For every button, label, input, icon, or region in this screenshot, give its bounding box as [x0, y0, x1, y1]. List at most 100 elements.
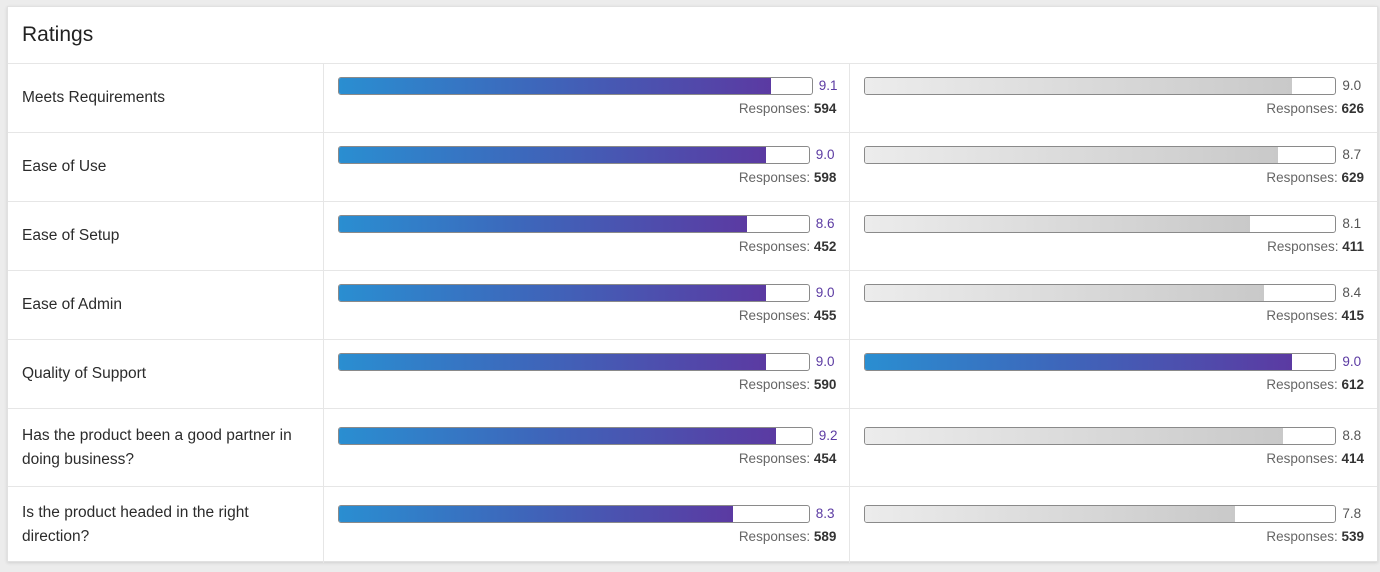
responses-count: Responses: 626 — [1266, 101, 1364, 117]
responses-value: 414 — [1341, 451, 1364, 466]
rating-score: 9.0 — [1342, 78, 1362, 93]
responses-count: Responses: 594 — [739, 101, 837, 117]
responses-label: Responses: — [1266, 451, 1342, 466]
rating-bar-fill — [865, 78, 1293, 94]
rating-row-ease-of-use: Ease of Use 9.0 Responses: 598 8.7 Respo… — [8, 133, 1377, 202]
rating-bar — [864, 284, 1337, 302]
responses-label: Responses: — [738, 170, 814, 185]
rating-bar-fill — [865, 354, 1293, 370]
responses-count: Responses: 452 — [739, 239, 837, 255]
responses-count: Responses: 629 — [1266, 170, 1364, 186]
responses-count: Responses: 414 — [1266, 451, 1364, 467]
rating-label: Ease of Admin — [8, 271, 324, 339]
rating-row-right-direction: Is the product headed in the right direc… — [8, 487, 1377, 563]
rating-label: Ease of Setup — [8, 202, 324, 270]
responses-value: 626 — [1341, 101, 1364, 116]
product-rating-cell: 8.6 Responses: 452 — [324, 202, 851, 270]
comparison-rating-cell: 7.8 Responses: 539 — [850, 487, 1377, 563]
comparison-rating-cell: 9.0 Responses: 626 — [850, 64, 1377, 132]
rating-score: 8.3 — [815, 506, 835, 521]
rating-bar-fill — [338, 147, 766, 163]
product-rating-cell: 9.2 Responses: 454 — [324, 409, 851, 486]
comparison-rating-cell: 8.1 Responses: 411 — [850, 202, 1377, 270]
rating-bar — [864, 353, 1337, 371]
responses-count: Responses: 454 — [739, 451, 837, 467]
responses-label: Responses: — [738, 451, 814, 466]
responses-value: 598 — [813, 170, 837, 185]
responses-label: Responses: — [1267, 239, 1343, 254]
product-rating-cell: 9.0 Responses: 590 — [324, 340, 851, 408]
responses-value: 454 — [813, 451, 837, 466]
responses-label: Responses: — [1266, 377, 1342, 392]
responses-label: Responses: — [1266, 170, 1342, 185]
responses-value: 411 — [1342, 239, 1364, 254]
responses-label: Responses: — [738, 377, 814, 392]
rating-row-ease-of-setup: Ease of Setup 8.6 Responses: 452 8.1 Res… — [8, 202, 1377, 271]
ratings-title: Ratings — [22, 23, 94, 46]
responses-label: Responses: — [1266, 529, 1342, 544]
rating-bar-fill — [338, 285, 766, 301]
rating-bar — [337, 77, 813, 95]
rating-label: Is the product headed in the right direc… — [8, 487, 324, 563]
rating-bar-fill — [865, 428, 1284, 444]
responses-value: 415 — [1341, 308, 1364, 323]
responses-value: 539 — [1341, 529, 1364, 544]
responses-count: Responses: 455 — [739, 308, 837, 324]
comparison-rating-cell: 8.7 Responses: 629 — [850, 133, 1377, 201]
responses-value: 629 — [1341, 170, 1364, 185]
responses-count: Responses: 612 — [1266, 377, 1364, 393]
responses-value: 452 — [813, 239, 837, 254]
rating-score: 9.0 — [815, 147, 835, 162]
rating-bar — [864, 505, 1337, 523]
rating-bar — [337, 146, 810, 164]
rating-bar — [864, 77, 1337, 95]
rating-score: 9.0 — [1342, 354, 1362, 369]
responses-label: Responses: — [1266, 308, 1342, 323]
rating-label: Has the product been a good partner in d… — [8, 409, 324, 486]
rating-bar — [337, 284, 810, 302]
rating-score: 8.4 — [1342, 285, 1362, 300]
product-rating-cell: 9.0 Responses: 598 — [324, 133, 851, 201]
rating-score: 9.0 — [815, 285, 835, 300]
responses-label: Responses: — [738, 308, 814, 323]
rating-bar — [864, 146, 1337, 164]
responses-label: Responses: — [1266, 101, 1342, 116]
responses-label: Responses: — [738, 101, 814, 116]
comparison-rating-cell: 9.0 Responses: 612 — [850, 340, 1377, 408]
rating-bar — [864, 427, 1337, 445]
rating-score: 8.8 — [1342, 428, 1362, 443]
rating-bar-fill — [338, 428, 776, 444]
rating-score: 8.1 — [1342, 216, 1362, 231]
responses-count: Responses: 415 — [1266, 308, 1364, 324]
rating-bar-fill — [865, 147, 1279, 163]
responses-value: 455 — [813, 308, 837, 323]
product-rating-cell: 9.1 Responses: 594 — [324, 64, 851, 132]
rating-bar — [337, 353, 810, 371]
rating-bar-fill — [338, 354, 766, 370]
responses-label: Responses: — [738, 529, 814, 544]
comparison-rating-cell: 8.8 Responses: 414 — [850, 409, 1377, 486]
rating-bar-fill — [865, 216, 1251, 232]
rating-label: Meets Requirements — [8, 64, 324, 132]
rating-bar-fill — [338, 78, 771, 94]
rating-bar — [337, 505, 810, 523]
rating-bar — [864, 215, 1337, 233]
rating-bar — [337, 215, 810, 233]
rating-label: Ease of Use — [8, 133, 324, 201]
responses-value: 590 — [813, 377, 837, 392]
responses-count: Responses: 598 — [739, 170, 837, 186]
rating-score: 9.1 — [818, 78, 838, 93]
responses-count: Responses: 589 — [739, 529, 837, 545]
responses-value: 612 — [1341, 377, 1364, 392]
rating-bar-fill — [338, 216, 747, 232]
ratings-header: Ratings — [8, 7, 1377, 64]
responses-count: Responses: 539 — [1266, 529, 1364, 545]
rating-score: 9.2 — [818, 428, 838, 443]
responses-label: Responses: — [738, 239, 814, 254]
responses-value: 589 — [813, 529, 837, 544]
ratings-card: Ratings Meets Requirements 9.1 Responses… — [7, 6, 1378, 563]
rating-score: 9.0 — [815, 354, 835, 369]
rating-row-quality-of-support: Quality of Support 9.0 Responses: 590 9.… — [8, 340, 1377, 409]
responses-count: Responses: 590 — [739, 377, 837, 393]
ratings-rows: Meets Requirements 9.1 Responses: 594 9.… — [8, 64, 1377, 563]
